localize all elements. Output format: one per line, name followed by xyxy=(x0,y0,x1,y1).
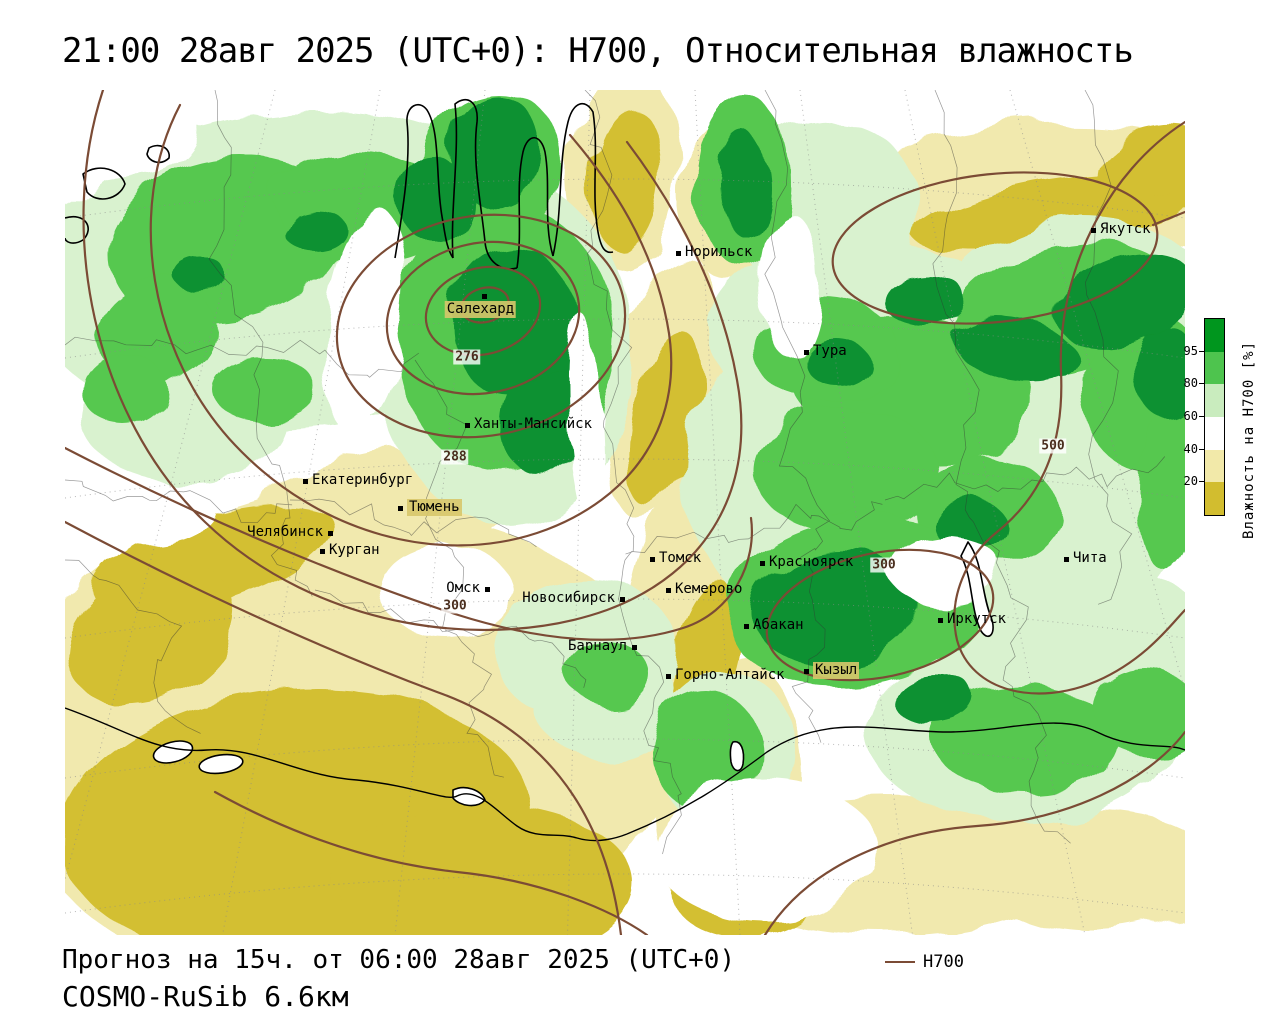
city-label: Курган xyxy=(329,542,380,558)
colorbar-tick-mark xyxy=(1199,481,1204,483)
city-label: Тура xyxy=(813,343,847,359)
city-marker-icon xyxy=(1091,228,1096,233)
colorbar-tick-mark xyxy=(1199,416,1204,417)
city-marker-icon xyxy=(320,549,325,554)
contour-value-label: 276 xyxy=(453,349,481,365)
dry-white-gaps xyxy=(65,90,1001,922)
city-marker-icon xyxy=(303,479,308,484)
city-label: Норильск xyxy=(685,244,753,260)
city-label: Омск xyxy=(446,580,480,596)
city-label: Якутск xyxy=(1100,221,1151,237)
contour-label-layer: 276 288 300 300 500 xyxy=(65,90,1185,935)
colorbar-segment xyxy=(1205,416,1224,450)
colorbar-tick-label: 20 xyxy=(1183,474,1198,489)
colorbar xyxy=(1204,318,1225,516)
colorbar-tick-label: 95 xyxy=(1183,343,1198,358)
city-label: Тюмень xyxy=(407,499,462,516)
city-label: Абакан xyxy=(753,617,804,633)
contour-value-label: 300 xyxy=(870,557,898,573)
city-marker-icon xyxy=(676,251,681,256)
city-label: Горно-Алтайск xyxy=(675,667,785,683)
city-marker-icon xyxy=(398,506,403,511)
map-canvas: 276 288 300 300 500 Норильск Якутск Салехард Ту… xyxy=(65,90,1185,935)
coastline-layer xyxy=(65,98,1185,842)
city-marker-icon xyxy=(620,597,625,602)
city-marker-icon xyxy=(938,618,943,623)
city-marker-icon xyxy=(1064,557,1069,562)
h700-line-icon xyxy=(885,961,915,963)
colorbar-tick-mark xyxy=(1199,383,1204,385)
city-marker-icon xyxy=(804,669,809,674)
forecast-text: Прогноз на 15ч. от 06:00 28авг 2025 (UTC… xyxy=(62,945,736,975)
legend-label: H700 xyxy=(923,952,964,972)
colorbar-segment xyxy=(1205,351,1224,385)
city-marker-icon xyxy=(760,561,765,566)
city-label: Иркутск xyxy=(947,611,1007,627)
city-label: Салехард xyxy=(444,301,517,318)
humidity-map-svg xyxy=(65,90,1185,935)
colorbar-segment xyxy=(1205,449,1224,483)
h700-contour-layer xyxy=(65,90,1185,935)
city-marker-icon xyxy=(804,350,809,355)
city-marker-icon xyxy=(465,423,470,428)
city-marker-icon xyxy=(482,294,487,299)
contour-value-label: 500 xyxy=(1039,438,1067,454)
colorbar-tick-mark xyxy=(1199,448,1204,450)
colorbar-tick-label: 40 xyxy=(1183,441,1198,456)
city-marker-icon xyxy=(666,674,671,679)
colorbar-tick-label: 60 xyxy=(1183,409,1198,423)
colorbar-tick-label: 80 xyxy=(1183,376,1198,391)
city-marker-icon xyxy=(666,588,671,593)
city-marker-icon xyxy=(650,557,655,562)
city-label: Красноярск xyxy=(769,554,854,570)
city-label: Челябинск xyxy=(247,524,323,540)
colorbar-title: Влажность на H700 [%] xyxy=(1241,341,1257,540)
city-label: Ханты-Мансийск xyxy=(474,416,593,432)
contour-value-label: 300 xyxy=(441,598,469,614)
model-text: COSMO-RuSib 6.6км xyxy=(62,980,349,1013)
city-label: Кызыл xyxy=(813,662,860,679)
city-label: Чита xyxy=(1073,550,1107,566)
city-label: Томск xyxy=(659,550,702,566)
city-label: Кемерово xyxy=(675,581,743,597)
colorbar-tick-mark xyxy=(1199,350,1204,352)
city-marker-icon xyxy=(328,531,333,536)
city-marker-icon xyxy=(744,624,749,629)
city-marker-icon xyxy=(485,587,490,592)
legend: H700 xyxy=(885,952,964,972)
city-marker-icon xyxy=(632,645,637,650)
city-layer: Норильск Якутск Салехард Тура Ханты-Мансийск… xyxy=(65,90,1185,935)
contour-value-label: 288 xyxy=(441,449,469,465)
colorbar-segment xyxy=(1205,319,1224,352)
colorbar-segment xyxy=(1205,482,1224,515)
map-title: 21:00 28авг 2025 (UTC+0): H700, Относите… xyxy=(62,31,1134,71)
city-label: Новосибирск xyxy=(522,590,615,606)
city-label: Екатеринбург xyxy=(312,472,414,488)
city-label: Барнаул xyxy=(567,638,627,654)
colorbar-segment xyxy=(1205,384,1224,417)
admin-borders-layer xyxy=(65,90,1166,855)
